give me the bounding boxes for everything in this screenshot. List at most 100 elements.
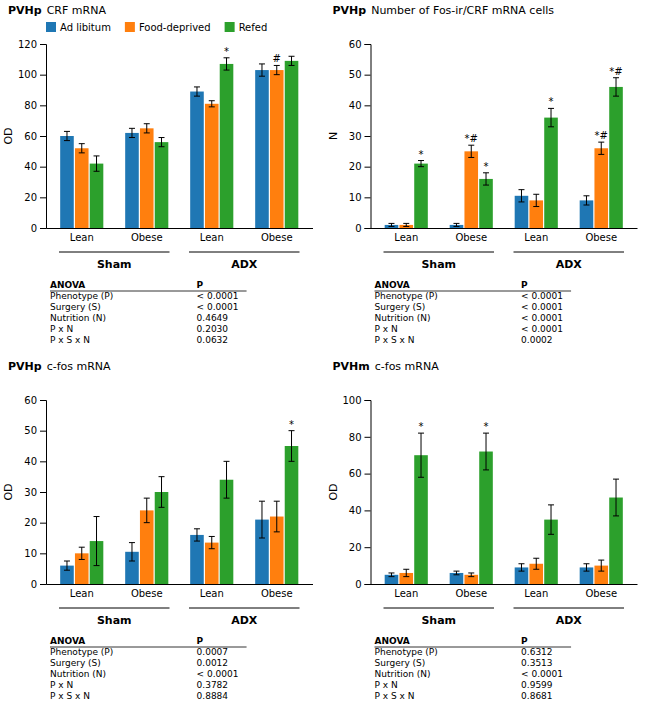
y-tick-label: 10 <box>349 192 362 203</box>
significance-marker: *# <box>609 66 622 77</box>
significance-marker: *# <box>465 133 478 144</box>
x-tick: Lean <box>200 588 224 599</box>
bar <box>270 70 284 228</box>
y-tick-label: 50 <box>349 69 362 80</box>
y-tick-mark <box>40 75 46 76</box>
bar <box>464 151 478 228</box>
x-tick: Obese <box>585 232 617 243</box>
table-cell: < 0.0001 <box>197 669 239 679</box>
y-tick-mark <box>365 510 371 511</box>
table-cell: P x S x N <box>50 691 90 701</box>
y-tick-mark <box>40 197 46 198</box>
y-axis: 020406080100 <box>342 395 371 590</box>
table-cell: P x N <box>375 680 398 690</box>
error-bar <box>613 479 619 516</box>
subtitle: c-fos mRNA <box>375 360 439 373</box>
error-bar <box>144 124 150 133</box>
group-label: ADX <box>231 614 258 627</box>
group-bracket <box>384 252 495 253</box>
table: ANOVAPPhenotype (P)0.6312Surgery (S)0.35… <box>375 636 572 701</box>
significance-marker: *# <box>595 130 608 141</box>
error-bar <box>79 547 85 559</box>
x-tick-label: Lean <box>394 232 418 243</box>
legend-label: Refed <box>239 22 268 33</box>
bar <box>255 70 269 228</box>
annotations: ** <box>419 421 489 432</box>
y-tick: 120 <box>18 39 46 50</box>
table-cell: 0.4649 <box>197 313 229 323</box>
table-cell: 0.0007 <box>197 647 229 657</box>
y-tick-mark <box>365 167 371 168</box>
plot: 0102030405060LeanObeseLeanObeseOD*ShamAD… <box>2 395 313 701</box>
table-cell: Phenotype (P) <box>375 647 438 657</box>
title: PVHpc-fos mRNA <box>8 360 111 373</box>
group-bracket <box>59 608 170 609</box>
error-bar <box>533 558 539 569</box>
table-header: P <box>197 636 204 646</box>
y-tick-label: 100 <box>18 69 37 80</box>
x-tick-label: Lean <box>394 588 418 599</box>
y-axis-line <box>365 401 372 585</box>
y-tick-label: 0 <box>31 579 37 590</box>
group-label: Sham <box>421 614 456 627</box>
y-tick-label: 60 <box>24 131 37 142</box>
y-tick-mark <box>40 167 46 168</box>
y-tick-mark <box>365 44 371 45</box>
y-tick-label: 80 <box>24 100 37 111</box>
title: PVHpNumber of Fos-ir/CRF mRNA cells <box>333 4 555 17</box>
title-main: PVHp <box>8 4 42 17</box>
table-rule <box>50 647 247 648</box>
error-bar <box>388 223 394 226</box>
y-tick: 50 <box>24 425 46 436</box>
group-label: Sham <box>97 614 132 627</box>
y-tick-mark <box>365 547 371 548</box>
bar <box>544 118 558 228</box>
bar <box>125 133 139 228</box>
y-tick-mark <box>40 523 46 524</box>
table-rule <box>50 291 247 292</box>
annotations: #* <box>224 46 281 65</box>
significance-marker: * <box>289 419 294 430</box>
error-bar <box>548 108 554 126</box>
y-axis-title: OD <box>2 483 15 500</box>
table-header: ANOVA <box>375 280 410 290</box>
significance-marker: * <box>484 161 489 172</box>
title: PVHpCRF mRNA <box>8 4 106 17</box>
y-tick-label: 20 <box>24 517 37 528</box>
x-tick-label: Obese <box>585 232 617 243</box>
table-cell: Surgery (S) <box>375 302 426 312</box>
bar <box>285 61 299 228</box>
marks <box>385 78 623 228</box>
error-bar <box>289 56 295 65</box>
y-tick-mark <box>40 431 46 432</box>
group-bracket <box>514 608 625 609</box>
x-tick: Lean <box>70 588 94 599</box>
error-bar <box>64 131 70 140</box>
bar <box>60 136 74 228</box>
significance-marker: * <box>484 421 489 432</box>
error-bar <box>79 144 85 153</box>
y-tick: 100 <box>342 395 370 406</box>
table-cell: P x S x N <box>375 335 415 345</box>
y-tick: 50 <box>349 69 371 80</box>
error-bar <box>94 156 100 171</box>
significance-marker: * <box>224 46 229 57</box>
y-tick: 10 <box>349 192 371 203</box>
table-cell: 0.8884 <box>197 691 229 701</box>
table: ANOVAPPhenotype (P)< 0.0001Surgery (S)< … <box>375 280 572 345</box>
table-cell: Nutrition (N) <box>50 669 106 679</box>
bar <box>155 142 169 228</box>
y-tick: 20 <box>349 161 371 172</box>
title-main: PVHp <box>8 360 42 373</box>
y-tick: 40 <box>24 161 46 172</box>
y-tick: 30 <box>24 487 46 498</box>
table-cell: < 0.0001 <box>197 302 239 312</box>
table-cell: Surgery (S) <box>50 302 101 312</box>
x-tick-label: Lean <box>200 588 224 599</box>
panel: 0102030405060LeanObeseLeanObeseN*#*#****… <box>327 4 638 345</box>
y-axis-line <box>40 45 47 229</box>
y-tick: 20 <box>24 192 46 203</box>
x-axis: LeanObeseLeanObese <box>371 585 638 600</box>
y-tick-label: 20 <box>349 542 362 553</box>
y-tick: 100 <box>18 69 46 80</box>
